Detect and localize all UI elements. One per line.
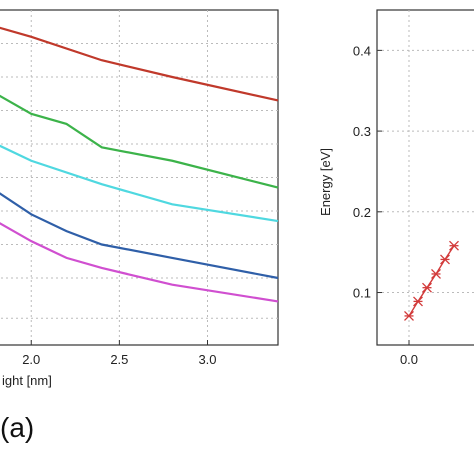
left-series-group xyxy=(0,26,279,303)
right-x-ticks: 0.0 xyxy=(400,352,418,367)
right-data-point xyxy=(422,282,432,293)
left-x-tick-label: 3.0 xyxy=(198,352,216,367)
left-plot-frame xyxy=(0,9,279,346)
left-x-tick-label: 2.5 xyxy=(110,352,128,367)
right-y-tick-label: 0.4 xyxy=(353,43,371,58)
right-series-line xyxy=(408,245,455,317)
right-y-tick-label: 0.1 xyxy=(353,286,371,301)
left-x-ticks: 2.0 2.5 3.0 xyxy=(22,352,216,367)
left-series-line-3 xyxy=(0,144,279,223)
left-series-line-1 xyxy=(0,26,279,102)
left-grid xyxy=(0,10,278,345)
right-y-tick-label: 0.2 xyxy=(353,205,371,220)
left-series-line-2 xyxy=(0,94,279,189)
right-series-group xyxy=(404,240,459,321)
left-chart: 2.0 2.5 3.0 ight [nm] xyxy=(0,9,279,388)
right-chart: 0.1 0.2 0.3 0.4 0.0 Energy [eV] xyxy=(318,9,474,367)
left-x-axis-label: ight [nm] xyxy=(2,373,52,388)
right-plot-frame xyxy=(376,9,474,346)
right-data-point xyxy=(404,310,414,321)
left-x-tick-label: 2.0 xyxy=(22,352,40,367)
right-data-point xyxy=(413,296,423,307)
right-grid xyxy=(377,10,474,345)
right-y-axis-label: Energy [eV] xyxy=(318,148,333,216)
right-data-point xyxy=(431,269,441,279)
panel-label: (a) xyxy=(0,412,35,443)
right-y-tick-label: 0.3 xyxy=(353,124,371,139)
right-x-tick-label: 0.0 xyxy=(400,352,418,367)
right-data-point xyxy=(440,254,450,265)
left-series-line-5 xyxy=(0,222,279,303)
right-data-point xyxy=(449,240,459,251)
right-y-ticks: 0.1 0.2 0.3 0.4 xyxy=(353,43,371,300)
left-series-line-4 xyxy=(0,192,279,280)
